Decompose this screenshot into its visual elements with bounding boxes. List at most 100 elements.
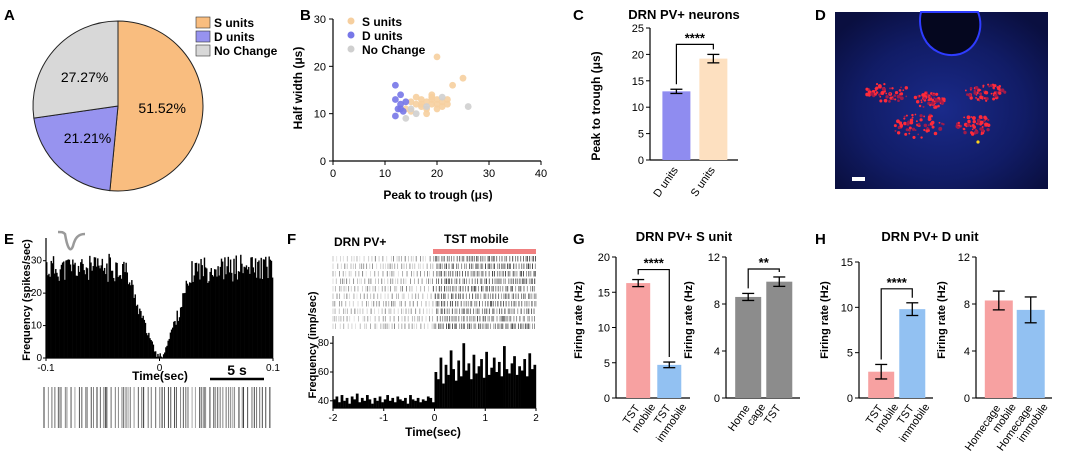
psth-bin	[434, 372, 438, 408]
y-axis-label: Firing rate (Hz)	[683, 281, 695, 359]
pv-cell	[913, 95, 918, 100]
x-category-label: TSTmobile	[863, 395, 901, 435]
histogram-bin	[176, 310, 178, 358]
histogram-bin	[143, 319, 146, 358]
y-tick-label: 20	[598, 252, 610, 264]
histogram-bin	[127, 284, 130, 358]
panel-a: A 51.52% 21.21% 27.27% S units D units No …	[4, 7, 278, 192]
pv-cell	[914, 113, 917, 116]
pv-cell	[917, 133, 920, 136]
histogram-bin	[63, 261, 65, 358]
psth-bin	[439, 357, 443, 408]
scatter-point-no-change	[423, 103, 430, 110]
histogram-bin	[154, 351, 157, 358]
histogram-bin	[78, 271, 81, 358]
pv-cell	[942, 123, 945, 126]
histogram-bin	[213, 269, 216, 358]
legend-label-d-units: D units	[362, 29, 403, 43]
significance-bracket	[675, 43, 714, 85]
y-tick-label: 15	[841, 257, 853, 269]
histogram-bin	[243, 266, 245, 358]
significance-stars: ****	[644, 256, 665, 271]
pv-cell	[931, 101, 935, 105]
histogram-bin	[124, 272, 126, 358]
pv-cell	[923, 128, 926, 132]
psth-bin	[523, 359, 527, 408]
pv-cell	[919, 118, 923, 122]
scatter-point-s-units	[412, 93, 420, 101]
pv-cell	[980, 127, 985, 132]
pv-cell	[987, 83, 990, 86]
psth-bin	[505, 369, 509, 408]
psth-bin	[391, 397, 395, 408]
pv-cell	[904, 86, 908, 90]
pv-cell	[982, 86, 985, 88]
x-category-label: D units	[651, 164, 681, 199]
scatter-point-s-units	[438, 103, 446, 110]
histogram-bin	[223, 279, 225, 358]
pv-cell	[881, 87, 885, 91]
histogram-bin	[170, 329, 173, 358]
pie-slice-label: 27.27%	[61, 69, 108, 85]
histogram-bin	[83, 270, 85, 358]
pv-cell	[908, 126, 912, 130]
pv-cell	[879, 95, 882, 98]
histogram-bin	[119, 275, 122, 358]
psth-bin	[368, 399, 372, 408]
histogram-bin	[110, 270, 113, 358]
bar	[984, 300, 1013, 398]
histogram-bin	[179, 307, 182, 358]
pv-cell	[891, 96, 894, 98]
histogram-bin	[85, 267, 88, 358]
psth-bin	[470, 379, 473, 408]
psth-bin	[459, 376, 463, 408]
histogram-bin	[102, 270, 105, 358]
psth-bin	[447, 374, 450, 408]
y-tick-label: 30	[314, 14, 326, 26]
histogram-bin	[157, 353, 159, 358]
pv-cell	[896, 94, 901, 99]
pv-cell	[943, 97, 946, 100]
psth-bin	[365, 395, 369, 408]
psth-bin	[414, 400, 417, 408]
psth-bin	[515, 374, 519, 408]
psth-bin	[424, 400, 428, 408]
y-tick-label: 8	[964, 299, 970, 311]
histogram-bin	[144, 322, 147, 358]
psth-bin	[396, 396, 400, 408]
pv-cell	[966, 123, 971, 127]
legend-dot-d-units	[347, 31, 355, 39]
pv-cell	[903, 115, 906, 118]
legend-swatch-no-change	[195, 44, 211, 57]
histogram-bin	[200, 258, 202, 358]
pv-cell	[875, 91, 879, 94]
psth-bin	[393, 402, 397, 408]
histogram-bin	[259, 278, 261, 358]
psth-bin	[472, 354, 476, 408]
x-tick-label: -1	[379, 413, 388, 424]
pv-cell	[933, 97, 936, 99]
pv-cell	[983, 90, 985, 93]
pv-cell	[903, 117, 906, 120]
y-tick-label: 12	[958, 252, 970, 264]
event-label: TST mobile	[444, 232, 509, 246]
histogram-bin	[74, 262, 76, 358]
pv-cell	[1003, 90, 1007, 94]
psth-bin	[464, 370, 468, 408]
histogram-bin	[171, 327, 174, 358]
histogram-bin	[147, 335, 149, 358]
psth-bin	[485, 351, 488, 408]
psth-bin	[449, 350, 453, 408]
panel-label-c: C	[573, 7, 584, 24]
histogram-bin	[258, 260, 260, 358]
histogram-bin	[220, 258, 223, 358]
pv-cell	[989, 84, 993, 87]
pv-cell	[929, 104, 932, 107]
y-tick-label: 10	[31, 321, 43, 332]
psth-bin	[406, 403, 410, 408]
significance-bracket	[637, 268, 670, 358]
pv-cell	[963, 130, 967, 135]
histogram-bin	[234, 274, 236, 358]
y-tick-label: 5	[638, 129, 644, 141]
